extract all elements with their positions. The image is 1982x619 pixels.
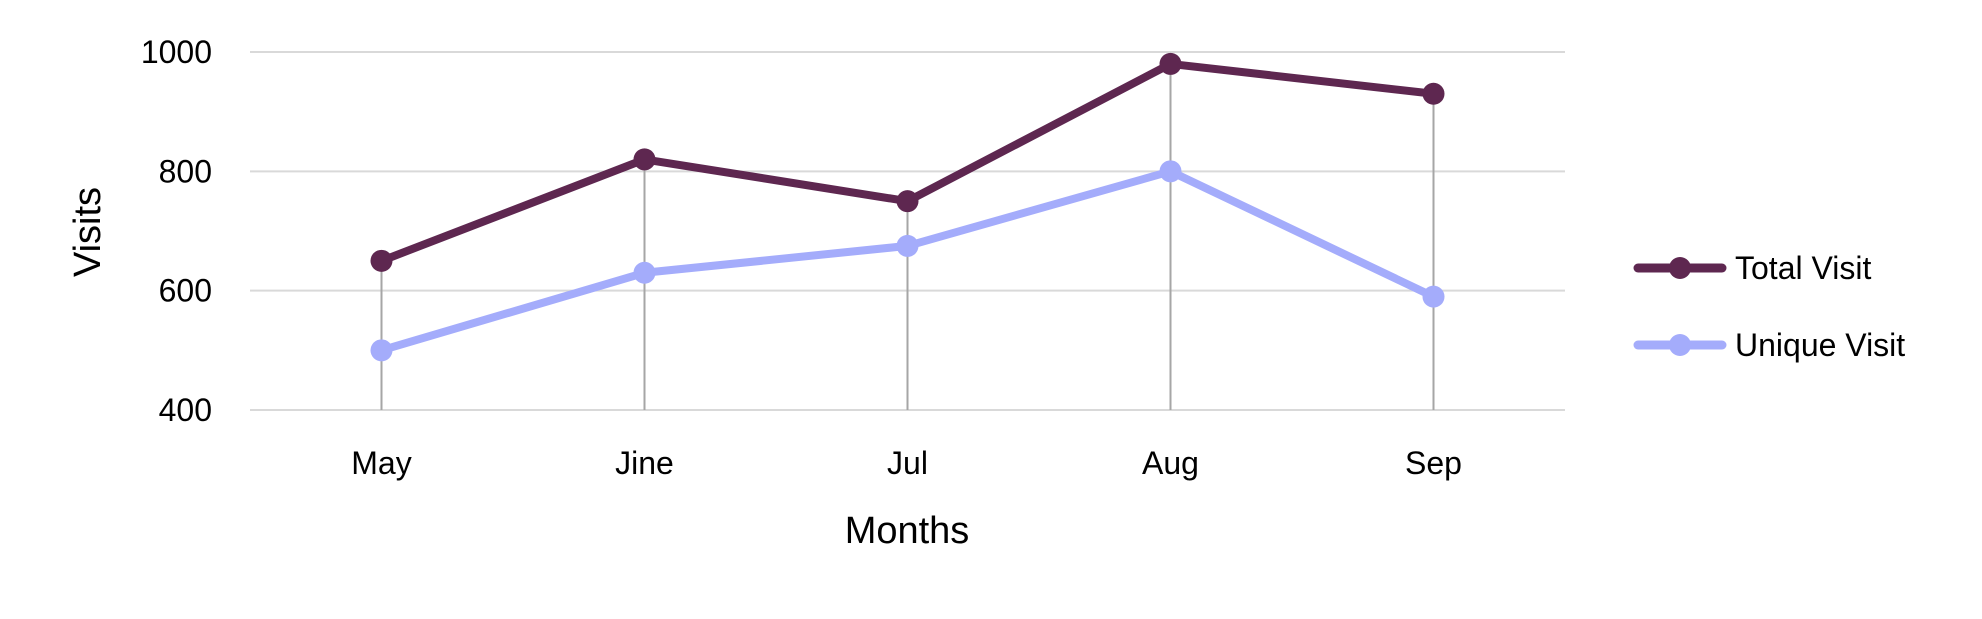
- y-tick-labels: 400 600 800 1000: [141, 34, 212, 428]
- y-tick-label: 400: [159, 392, 212, 428]
- data-point: [1422, 285, 1445, 308]
- data-point: [633, 148, 656, 171]
- x-tick-label: Jine: [615, 445, 674, 481]
- data-point: [633, 261, 656, 284]
- legend-label: Unique Visit: [1735, 327, 1905, 363]
- y-axis-title: Visits: [67, 187, 109, 277]
- data-point: [370, 339, 393, 362]
- x-tick-label: Sep: [1405, 445, 1462, 481]
- y-tick-label: 1000: [141, 34, 212, 70]
- x-tick-label: Aug: [1142, 445, 1199, 481]
- legend-item: Unique Visit: [1633, 327, 1905, 363]
- series: [370, 52, 1445, 272]
- legend-swatch-marker: [1669, 334, 1691, 356]
- x-tick-label: May: [351, 445, 411, 481]
- y-tick-label: 800: [159, 153, 212, 189]
- legend-item: Total Visit: [1633, 250, 1871, 286]
- legend-label: Total Visit: [1735, 250, 1871, 286]
- x-tick-labels: May Jine Jul Aug Sep: [351, 445, 1462, 481]
- series: [370, 160, 1445, 362]
- data-point: [1159, 52, 1182, 75]
- data-point: [370, 249, 393, 272]
- x-axis-title: Months: [845, 510, 970, 552]
- data-point: [1422, 82, 1445, 105]
- data-point: [896, 190, 919, 213]
- data-point: [1159, 160, 1182, 183]
- x-tick-label: Jul: [887, 445, 928, 481]
- series-group: [370, 52, 1445, 362]
- legend-swatch-marker: [1669, 257, 1691, 279]
- data-point: [896, 234, 919, 257]
- y-tick-label: 600: [159, 273, 212, 309]
- legend: Total Visit Unique Visit: [1633, 250, 1905, 363]
